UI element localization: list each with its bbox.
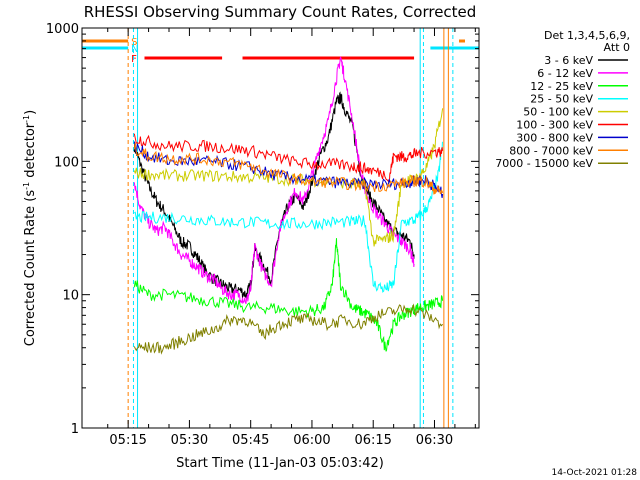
axis-ticks: 05:15 05:30 05:45 06:00 06:15 06:30 1 10 100 1000 [46, 22, 479, 448]
flag-label-n: N [131, 44, 138, 55]
y-axis-label: Corrected Count Rate (s-1 detector-1) [22, 110, 38, 346]
legend-label: 12 - 25 keV [530, 80, 593, 93]
y-tick-label: 1000 [46, 22, 79, 37]
x-tick-label: 06:00 [293, 433, 330, 448]
series-line-5 [133, 133, 444, 183]
legend-label: 100 - 300 keV [516, 119, 593, 132]
chart-title: RHESSI Observing Summary Count Rates, Co… [84, 3, 477, 21]
y-tick-label: 10 [62, 289, 79, 304]
series-line-7 [133, 142, 444, 195]
legend-header-attenuator: Att 0 [604, 41, 630, 54]
legend-label: 3 - 6 keV [544, 54, 593, 67]
legend-header-detectors: Det 1,3,4,5,6,9, [544, 29, 630, 42]
x-tick-label: 05:15 [109, 433, 146, 448]
series-line-8 [133, 303, 444, 355]
legend-label: 300 - 800 keV [516, 131, 593, 144]
legend-label: 25 - 50 keV [530, 93, 593, 106]
x-axis-label: Start Time (11-Jan-03 05:03:42) [176, 456, 384, 471]
plot-area: SNF [82, 28, 479, 428]
legend-label: 7000 - 15000 keV [495, 157, 593, 170]
legend-label: 800 - 7000 keV [509, 144, 593, 157]
footer-date: 14-Oct-2021 01:28 [552, 468, 638, 478]
legend-label: 50 - 100 keV [523, 106, 593, 119]
flag-label-f: F [131, 54, 137, 65]
series-line-6 [133, 141, 444, 198]
y-tick-label: 1 [71, 422, 79, 437]
series-line-3 [134, 141, 444, 293]
legend-label: 6 - 12 keV [537, 67, 593, 80]
x-tick-label: 06:30 [416, 433, 453, 448]
y-tick-label: 100 [54, 155, 79, 170]
series-line-1 [133, 56, 415, 305]
axes-frame [81, 27, 480, 429]
flag-label-s: S [131, 37, 137, 48]
series-line-0 [133, 91, 415, 299]
x-tick-label: 05:30 [171, 433, 208, 448]
x-tick-label: 05:45 [232, 433, 269, 448]
x-tick-label: 06:15 [354, 433, 391, 448]
